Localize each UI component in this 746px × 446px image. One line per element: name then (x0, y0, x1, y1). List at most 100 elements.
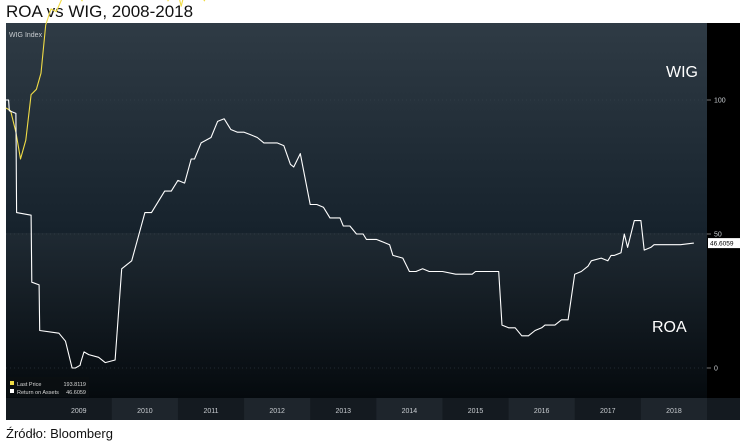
year-band-2010 (111, 398, 178, 420)
data-point-roa (392, 255, 394, 256)
data-point-roa (591, 260, 592, 262)
data-point-roa (534, 330, 536, 331)
data-point-roa (184, 182, 185, 184)
year-band-2016 (508, 398, 575, 420)
data-point-wig (25, 139, 27, 141)
data-point-roa (15, 113, 17, 114)
data-point-roa (389, 244, 390, 245)
data-point-roa (88, 354, 89, 355)
data-point-roa (343, 225, 344, 227)
data-point-roa (5, 99, 7, 101)
data-point-roa (481, 271, 483, 272)
data-point-roa (290, 164, 291, 165)
data-point-roa (627, 247, 628, 248)
data-point-roa (581, 271, 582, 272)
data-point-roa (250, 134, 251, 136)
y-tick-label-0: 0 (714, 366, 718, 373)
data-point-roa (194, 158, 195, 160)
data-point-roa (465, 273, 466, 275)
legend-box (7, 377, 89, 397)
data-point-roa (257, 137, 258, 138)
data-point-roa (442, 271, 443, 272)
data-point-roa (620, 252, 622, 254)
x-tick-label-2018: 2018 (666, 408, 682, 415)
x-tick-label-2009: 2009 (71, 408, 87, 415)
data-point-roa (653, 244, 655, 245)
data-point-wig (45, 24, 46, 26)
lower-panel-background (6, 233, 707, 398)
data-point-roa (409, 271, 410, 272)
year-band-2018 (640, 398, 707, 420)
last-value-label-roa: 46.6059 (710, 241, 734, 248)
data-point-roa (561, 319, 562, 321)
data-point-wig (36, 89, 37, 90)
data-point-roa (372, 239, 374, 240)
series-label-roa: ROA (652, 319, 687, 336)
upper-panel-background (6, 23, 707, 233)
data-point-wig (181, 5, 182, 7)
data-point-roa (587, 265, 589, 267)
data-point-roa (104, 362, 106, 363)
x-tick-label-2011: 2011 (203, 408, 218, 415)
panel-label: WIG Index (9, 32, 43, 39)
data-point-roa (548, 324, 549, 326)
data-point-wig (5, 107, 7, 109)
x-tick-label-2016: 2016 (534, 408, 550, 415)
data-point-roa (177, 180, 179, 181)
data-point-roa (475, 271, 476, 272)
data-point-roa (428, 271, 430, 272)
data-point-roa (210, 137, 212, 138)
data-point-roa (415, 271, 417, 272)
x-tick-label-2013: 2013 (335, 408, 351, 415)
x-tick-label-2012: 2012 (269, 408, 285, 415)
data-point-roa (144, 212, 146, 213)
data-point-roa (362, 233, 364, 235)
data-point-roa (171, 190, 172, 192)
data-point-roa (610, 255, 612, 256)
data-point-roa (30, 214, 32, 216)
series-label-wig: WIG (666, 64, 698, 81)
axis-band-background (707, 23, 740, 398)
data-point-roa (349, 225, 351, 227)
data-point-roa (31, 281, 33, 283)
data-point-roa (98, 357, 99, 358)
x-tick-label-2010: 2010 (137, 408, 153, 415)
year-band-2012 (244, 398, 311, 420)
data-point-roa (528, 335, 529, 337)
chart-title: ROA vs WIG, 2008-2018 (6, 2, 194, 21)
y-tick-label-100: 100 (714, 98, 726, 105)
data-point-roa (121, 268, 122, 270)
data-point-roa (79, 365, 81, 366)
data-point-roa (323, 206, 324, 208)
data-point-roa (495, 271, 496, 272)
data-point-roa (458, 273, 460, 275)
y-tick-label-50: 50 (714, 232, 722, 239)
data-point-roa (541, 327, 542, 329)
data-point-roa (16, 212, 17, 213)
x-tick-label-2014: 2014 (402, 408, 418, 415)
data-point-roa (634, 220, 635, 221)
legend-label-wig: Last Price (17, 382, 41, 388)
data-point-wig (167, 0, 169, 2)
data-point-roa (650, 247, 652, 248)
data-point-roa (237, 131, 238, 133)
data-point-roa (83, 351, 85, 353)
data-point-roa (488, 271, 490, 272)
data-point-roa (58, 332, 60, 334)
data-point-wig (81, 0, 83, 2)
data-point-wig (30, 94, 32, 95)
data-point-roa (508, 327, 509, 329)
legend-swatch-roa (10, 389, 14, 393)
data-point-wig (50, 8, 52, 10)
data-point-roa (514, 327, 516, 329)
data-point-roa (243, 131, 245, 133)
data-point-roa (554, 324, 556, 326)
source-note: Źródło: Bloomberg (6, 426, 113, 441)
data-point-roa (471, 273, 473, 275)
data-point-wig (20, 158, 21, 160)
legend-value-roa: 46.6059 (66, 390, 86, 396)
data-point-roa (680, 244, 681, 245)
data-point-roa (131, 260, 132, 262)
data-point-roa (339, 217, 341, 219)
